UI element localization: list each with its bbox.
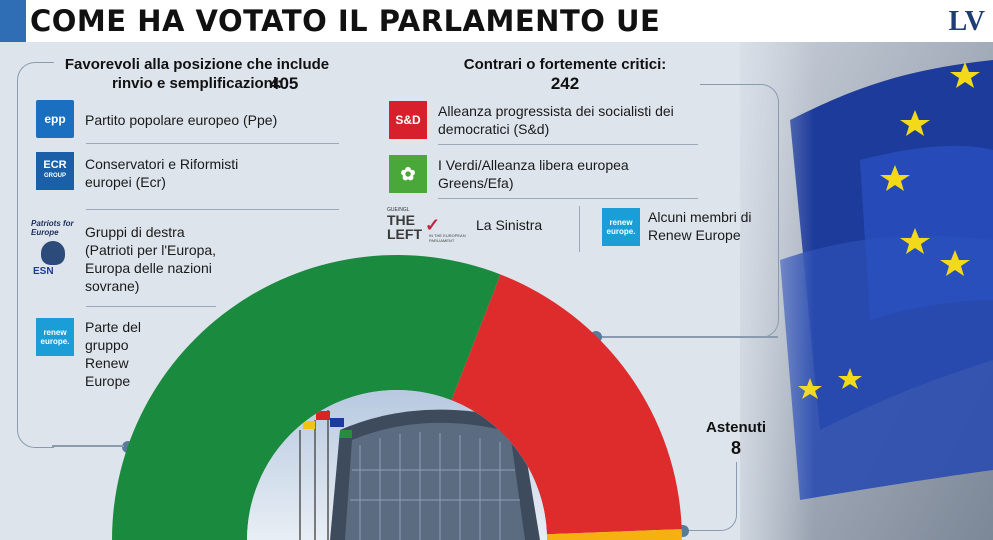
- group-destra-label: Gruppi di destra (Patrioti per l'Europa,…: [85, 224, 217, 294]
- divider: [86, 143, 339, 144]
- favorevoli-bracket: [17, 62, 54, 448]
- group-sd: S&D Alleanza progressista dei socialisti…: [389, 101, 678, 139]
- group-ecr-label: Conservatori e Riformisti europei (Ecr): [85, 156, 239, 190]
- greens-logo: ✿: [389, 155, 427, 193]
- contrari-title: Contrari o fortemente critici:: [463, 56, 667, 73]
- group-left: GUE/NGL THE LEFT ✓ IN THE EUROPEAN PARLI…: [387, 207, 542, 249]
- slice-contrari: [451, 274, 682, 535]
- group-destra: Patriots for Europe ESN Gruppi di destra…: [31, 219, 233, 295]
- astenuti-bracket: [686, 462, 737, 531]
- group-greens-label: I Verdi/Alleanza libera europea Greens/E…: [438, 157, 629, 191]
- group-renew-part-label: Parte del gruppo Renew Europe: [85, 319, 142, 389]
- favorevoli-title: Favorevoli alla posizione che include ri…: [64, 56, 330, 92]
- favorevoli-header: Favorevoli alla posizione che include ri…: [52, 55, 342, 93]
- group-epp-label: Partito popolare europeo (Ppe): [85, 112, 278, 128]
- group-renew-some-label: Alcuni membri di Renew Europe: [648, 209, 752, 243]
- contrari-connector: [596, 336, 778, 338]
- ecr-logo: ECR GROUP: [36, 152, 74, 190]
- contrari-bracket: [700, 84, 779, 338]
- group-epp: epp Partito popolare europeo (Ppe): [36, 100, 335, 138]
- astenuti-count: 8: [730, 438, 741, 458]
- slice-favorevoli: [112, 255, 501, 540]
- tree-icon: [41, 241, 65, 265]
- group-left-label: La Sinistra: [476, 217, 543, 233]
- favorevoli-connector: [52, 445, 124, 447]
- astenuti-title: Astenuti: [706, 419, 766, 436]
- renew-logo: renew europe.: [602, 208, 640, 246]
- accent-bar: [0, 0, 26, 42]
- divider: [86, 209, 339, 210]
- contrari-count: 242: [550, 74, 580, 93]
- group-sd-label: Alleanza progressista dei socialisti dei…: [438, 103, 674, 137]
- slice-astenuti: [546, 529, 682, 540]
- renew-logo: renew europe.: [36, 318, 74, 356]
- group-renew-part: renew europe. Parte del gruppo Renew Eur…: [36, 318, 165, 390]
- group-ecr: ECR GROUP Conservatori e Riformisti europ…: [36, 152, 265, 191]
- header: COME HA VOTATO IL PARLAMENTO UE LV: [0, 0, 993, 42]
- divider: [438, 198, 698, 199]
- page-title: COME HA VOTATO IL PARLAMENTO UE: [30, 4, 661, 38]
- favorevoli-count: 405: [270, 74, 299, 93]
- checkmark-icon: ✓: [425, 215, 441, 235]
- lv-logo: LV: [948, 6, 985, 37]
- astenuti-label: Astenuti 8: [695, 418, 777, 459]
- patriots-esn-logo: Patriots for Europe ESN: [31, 219, 74, 277]
- divider: [579, 206, 580, 252]
- group-renew-some: renew europe. Alcuni membri di Renew Eur…: [602, 208, 778, 246]
- divider: [438, 144, 698, 145]
- sd-logo: S&D: [389, 101, 427, 139]
- group-greens: ✿ I Verdi/Alleanza libera europea Greens…: [389, 155, 678, 193]
- divider: [86, 306, 216, 307]
- the-left-logo: GUE/NGL THE LEFT ✓ IN THE EUROPEAN PARLI…: [387, 207, 466, 243]
- contrari-header: Contrari o fortemente critici: 242: [430, 55, 700, 94]
- epp-logo: epp: [36, 100, 74, 138]
